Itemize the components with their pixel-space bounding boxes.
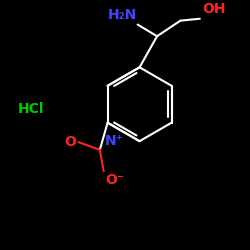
Text: H₂N: H₂N: [108, 8, 137, 22]
Text: N⁺: N⁺: [105, 134, 124, 148]
Text: O⁻: O⁻: [106, 173, 125, 187]
Text: HCl: HCl: [18, 102, 44, 116]
Text: OH: OH: [202, 2, 225, 16]
Text: O: O: [65, 135, 76, 149]
